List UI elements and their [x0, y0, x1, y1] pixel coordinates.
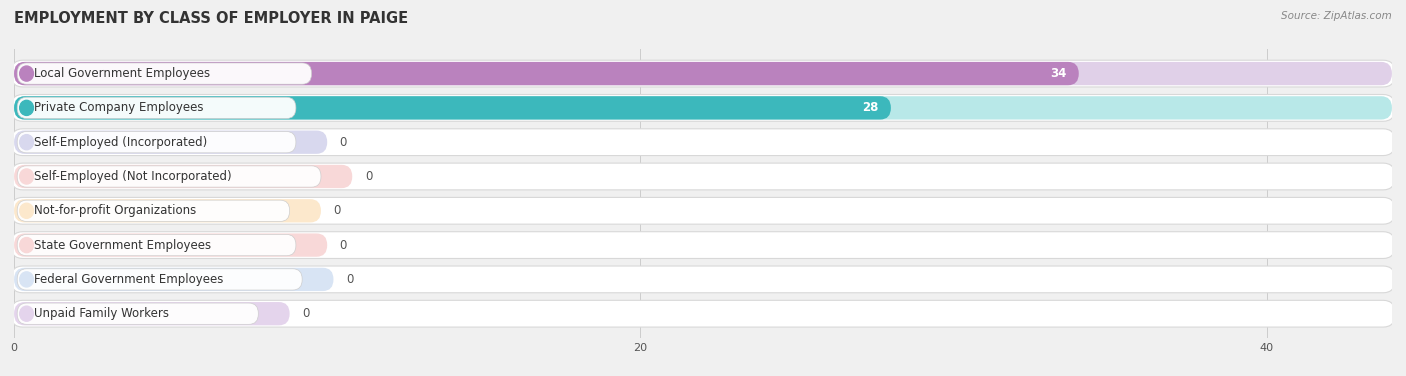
Text: State Government Employees: State Government Employees [34, 239, 211, 252]
FancyBboxPatch shape [17, 63, 312, 84]
Text: Federal Government Employees: Federal Government Employees [34, 273, 224, 286]
Text: EMPLOYMENT BY CLASS OF EMPLOYER IN PAIGE: EMPLOYMENT BY CLASS OF EMPLOYER IN PAIGE [14, 11, 408, 26]
FancyBboxPatch shape [14, 96, 1392, 120]
Circle shape [20, 203, 34, 218]
FancyBboxPatch shape [14, 130, 328, 154]
FancyBboxPatch shape [17, 303, 259, 324]
FancyBboxPatch shape [11, 266, 1395, 293]
FancyBboxPatch shape [14, 96, 891, 120]
Text: Local Government Employees: Local Government Employees [34, 67, 211, 80]
Circle shape [20, 306, 34, 321]
FancyBboxPatch shape [14, 268, 333, 291]
Text: Unpaid Family Workers: Unpaid Family Workers [34, 307, 169, 320]
FancyBboxPatch shape [17, 200, 290, 221]
Circle shape [20, 100, 34, 115]
FancyBboxPatch shape [17, 97, 295, 118]
Text: 0: 0 [333, 204, 340, 217]
Text: Not-for-profit Organizations: Not-for-profit Organizations [34, 204, 197, 217]
FancyBboxPatch shape [14, 62, 1078, 85]
FancyBboxPatch shape [11, 232, 1395, 258]
Text: 0: 0 [302, 307, 309, 320]
FancyBboxPatch shape [14, 302, 290, 325]
Text: 0: 0 [340, 136, 347, 149]
FancyBboxPatch shape [17, 132, 295, 153]
Circle shape [20, 272, 34, 287]
Circle shape [20, 169, 34, 184]
FancyBboxPatch shape [11, 60, 1395, 87]
FancyBboxPatch shape [17, 269, 302, 290]
Circle shape [20, 238, 34, 253]
FancyBboxPatch shape [14, 165, 353, 188]
FancyBboxPatch shape [17, 235, 295, 256]
Circle shape [20, 135, 34, 150]
FancyBboxPatch shape [11, 129, 1395, 156]
FancyBboxPatch shape [14, 62, 1392, 85]
FancyBboxPatch shape [11, 197, 1395, 224]
Text: Self-Employed (Not Incorporated): Self-Employed (Not Incorporated) [34, 170, 232, 183]
FancyBboxPatch shape [17, 166, 321, 187]
Text: 0: 0 [346, 273, 353, 286]
Text: 34: 34 [1050, 67, 1066, 80]
FancyBboxPatch shape [11, 300, 1395, 327]
Text: 0: 0 [340, 239, 347, 252]
FancyBboxPatch shape [11, 163, 1395, 190]
Text: 0: 0 [364, 170, 373, 183]
FancyBboxPatch shape [14, 199, 321, 223]
Circle shape [20, 66, 34, 81]
FancyBboxPatch shape [11, 94, 1395, 121]
Text: Source: ZipAtlas.com: Source: ZipAtlas.com [1281, 11, 1392, 21]
Text: 28: 28 [862, 102, 879, 114]
Text: Private Company Employees: Private Company Employees [34, 102, 204, 114]
Text: Self-Employed (Incorporated): Self-Employed (Incorporated) [34, 136, 208, 149]
FancyBboxPatch shape [14, 233, 328, 257]
